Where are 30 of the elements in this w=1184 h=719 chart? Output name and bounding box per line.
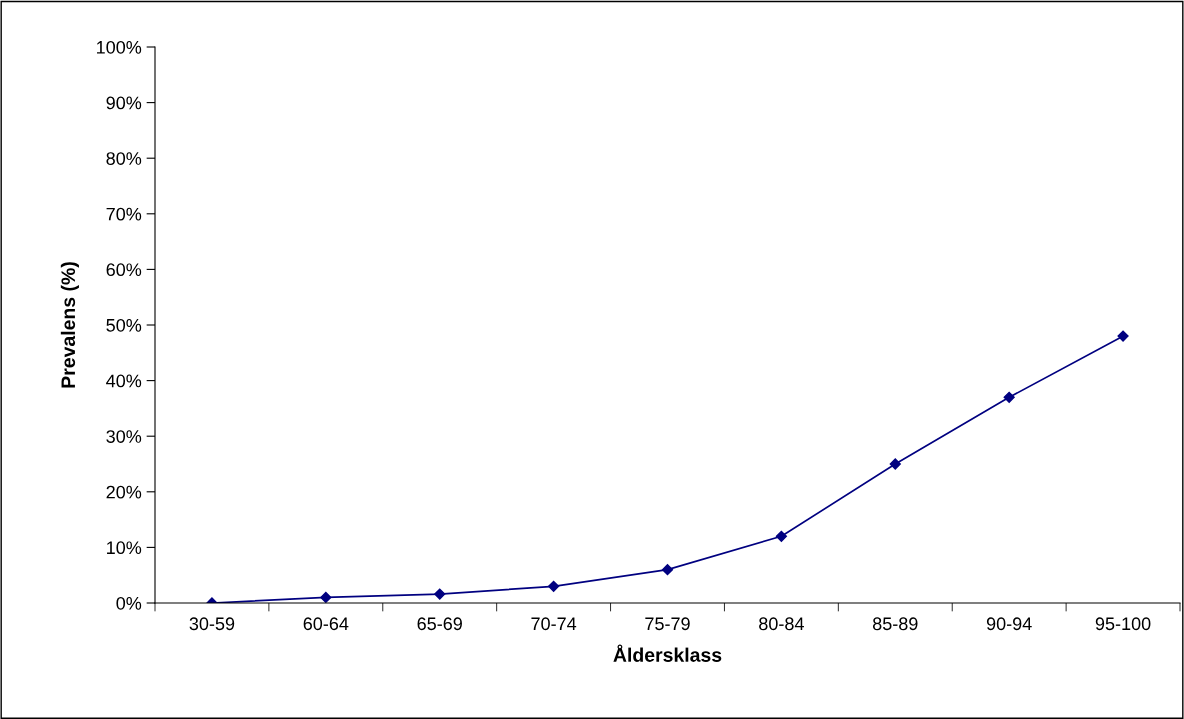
point — [548, 580, 560, 592]
x-tick-label: 30-59 — [189, 617, 235, 631]
x-axis-title: Åldersklass — [613, 644, 722, 662]
point — [1003, 391, 1015, 403]
y-tick-label: 100% — [97, 40, 142, 54]
y-tick-label: 50% — [106, 318, 142, 332]
x-tick-label: 70-74 — [531, 617, 577, 631]
point — [434, 588, 446, 600]
y-tick-label: 60% — [106, 263, 142, 277]
y-tick-label: 30% — [106, 430, 142, 443]
point — [1117, 330, 1129, 342]
x-tick-label: 85-89 — [872, 617, 918, 631]
y-tick-label: 20% — [106, 485, 142, 499]
y-tick-label: 40% — [106, 374, 142, 388]
x-tick-label: 80-84 — [759, 617, 804, 631]
y-tick-label: 90% — [106, 96, 142, 110]
point — [775, 530, 787, 542]
x-tick-label: 75-79 — [645, 617, 690, 631]
x-tick-label: 60-64 — [303, 617, 349, 631]
x-tick-label: 65-69 — [417, 617, 462, 631]
x-tick-label: 90-94 — [986, 617, 1032, 631]
point — [661, 564, 674, 576]
point — [889, 458, 901, 470]
y-tick-label: 10% — [107, 541, 142, 555]
point — [320, 591, 332, 603]
x-tick-label: 95-100 — [1095, 617, 1151, 631]
y-axis-title: Prevalens (%) — [60, 262, 79, 388]
y-tick-label: 0% — [116, 596, 142, 610]
y-tick-label: 80% — [106, 152, 142, 165]
y-tick-label: 70% — [106, 207, 142, 221]
